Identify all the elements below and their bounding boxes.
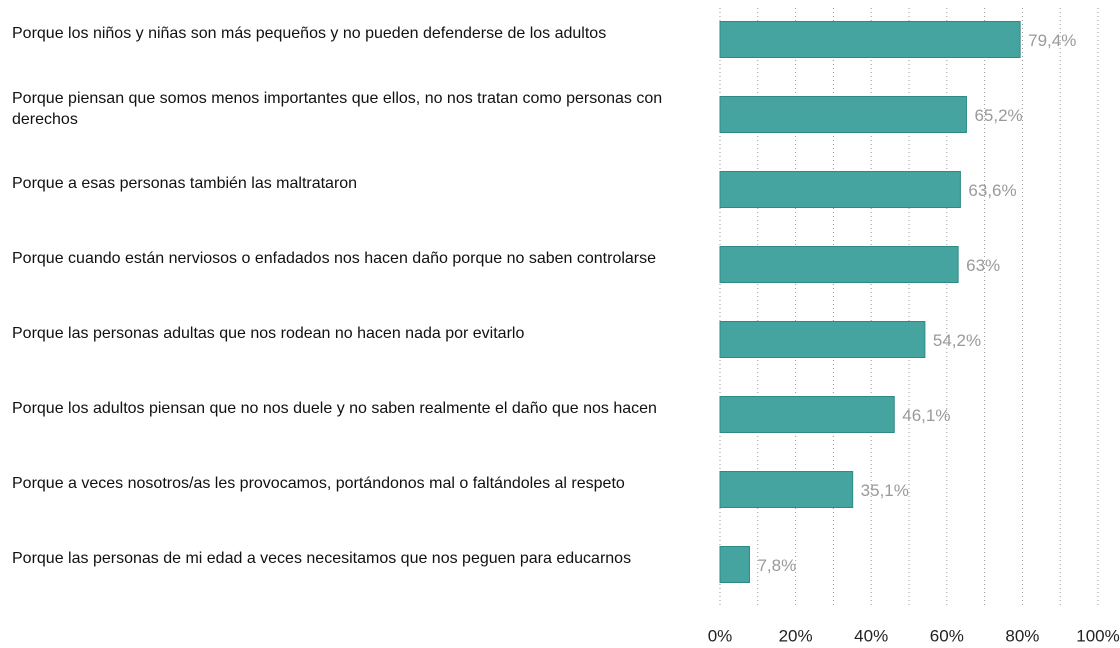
bar — [719, 246, 959, 283]
value-label: 35,1% — [861, 481, 909, 500]
category-label: Porque las personas adultas que nos rode… — [12, 325, 525, 342]
category-label: Porque a veces nosotros/as les provocamo… — [12, 475, 625, 492]
bar — [719, 396, 895, 433]
x-tick-label: 80% — [1005, 626, 1039, 645]
category-label: Porque los niños y niñas son más pequeño… — [12, 25, 607, 42]
bar — [719, 546, 750, 583]
x-tick-label: 100% — [1076, 626, 1119, 645]
x-tick-label: 0% — [708, 626, 733, 645]
value-label: 46,1% — [902, 406, 950, 425]
value-label: 79,4% — [1028, 31, 1076, 50]
bar — [719, 171, 961, 208]
category-label: Porque piensan que somos menos important… — [12, 89, 663, 128]
category-label: Porque las personas de mi edad a veces n… — [12, 550, 632, 567]
category-label: Porque cuando están nerviosos o enfadado… — [12, 250, 657, 267]
x-tick-label: 60% — [930, 626, 964, 645]
value-label: 54,2% — [933, 331, 981, 350]
bar — [719, 21, 1021, 58]
bar — [719, 471, 854, 508]
value-label: 7,8% — [757, 556, 796, 575]
value-label: 65,2% — [974, 106, 1022, 125]
x-tick-label: 20% — [779, 626, 813, 645]
x-tick-label: 40% — [854, 626, 888, 645]
category-label: Porque a esas personas también las maltr… — [12, 175, 358, 192]
bar — [719, 321, 926, 358]
value-label: 63,6% — [968, 181, 1016, 200]
bar — [719, 96, 967, 133]
value-label: 63% — [966, 256, 1000, 275]
category-label: Porque los adultos piensan que no nos du… — [12, 400, 657, 417]
